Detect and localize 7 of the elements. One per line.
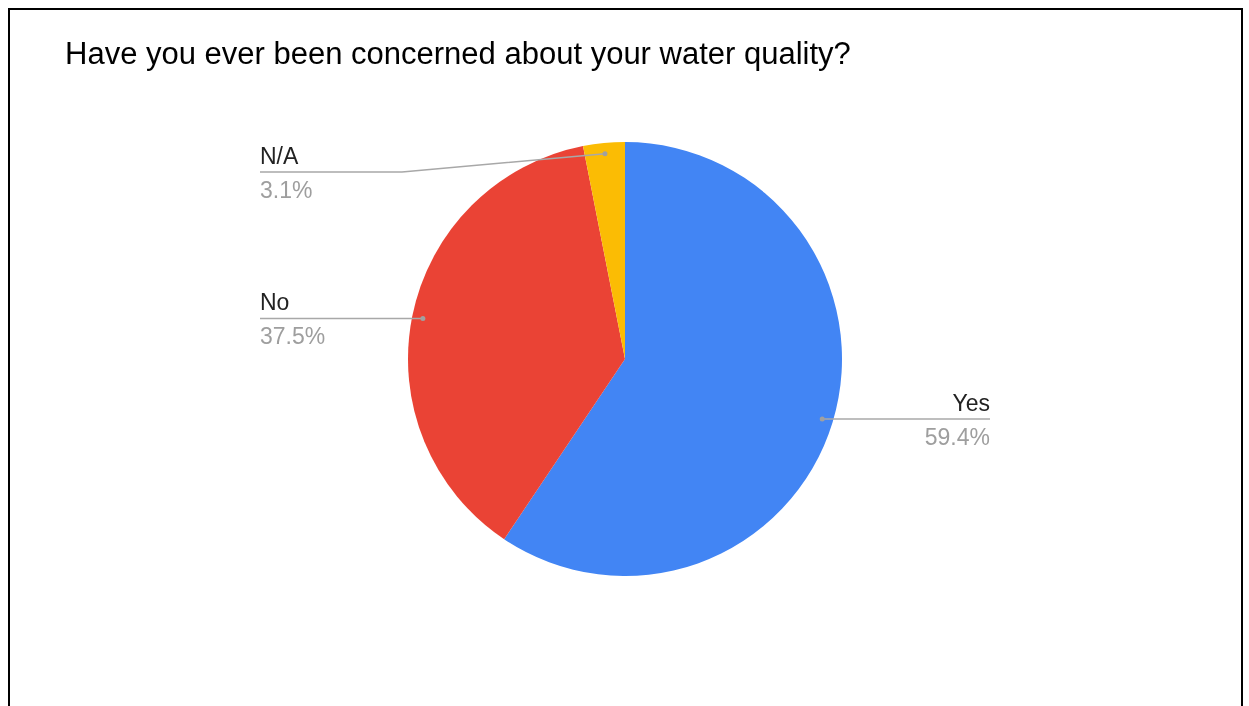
data-label: 37.5% — [260, 323, 326, 350]
slice-label: No — [260, 289, 290, 316]
slice-label: Yes — [952, 390, 990, 416]
slice-label: N/A — [260, 143, 299, 169]
data-label: 59.4% — [924, 424, 990, 450]
chart-title: Have you ever been concerned about your water quality? — [65, 36, 851, 72]
data-label: 3.1% — [260, 177, 313, 203]
